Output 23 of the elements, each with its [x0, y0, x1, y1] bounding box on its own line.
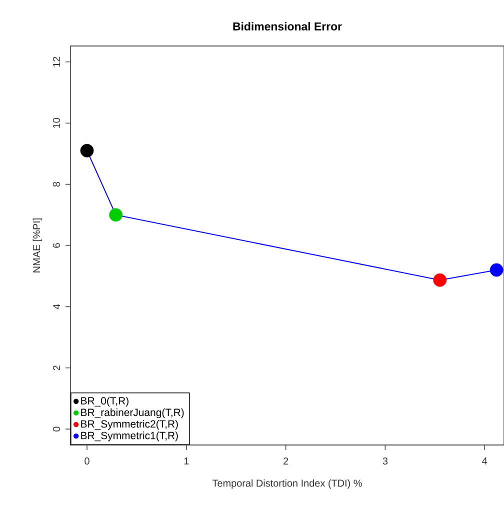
y-tick-label: 2 [53, 366, 60, 370]
x-tick-label: 1 [184, 458, 189, 464]
point [433, 273, 447, 287]
x-tick-label: 3 [382, 458, 388, 465]
legend-label: BR_rabinerJuang(T,R) [81, 408, 184, 418]
point [80, 144, 94, 158]
point [109, 208, 123, 222]
x-tick-label: 4 [482, 458, 488, 464]
legend-label: BR_Symmetric2(T,R) [81, 420, 178, 430]
y-tick-label: 6 [52, 243, 60, 248]
x-tick-label: 0 [84, 458, 90, 465]
y-tick-label: 10 [52, 118, 60, 128]
chart-title: Bidimensional Error [233, 22, 342, 30]
y-tick-label: 8 [52, 182, 60, 187]
point [490, 263, 504, 277]
y-tick-label: 12 [53, 56, 60, 67]
x-tick-label: 2 [284, 458, 288, 464]
legend-label: BR_Symmetric1(T,R) [81, 432, 178, 442]
legend-label: BR_0(T,R) [81, 396, 128, 407]
x-axis-title: Temporal Distortion Index (TDI) % [212, 479, 362, 489]
y-axis-title: NMAE [%PI] [32, 218, 42, 272]
y-tick-label: 0 [52, 426, 60, 432]
y-tick-label: 4 [53, 304, 60, 310]
